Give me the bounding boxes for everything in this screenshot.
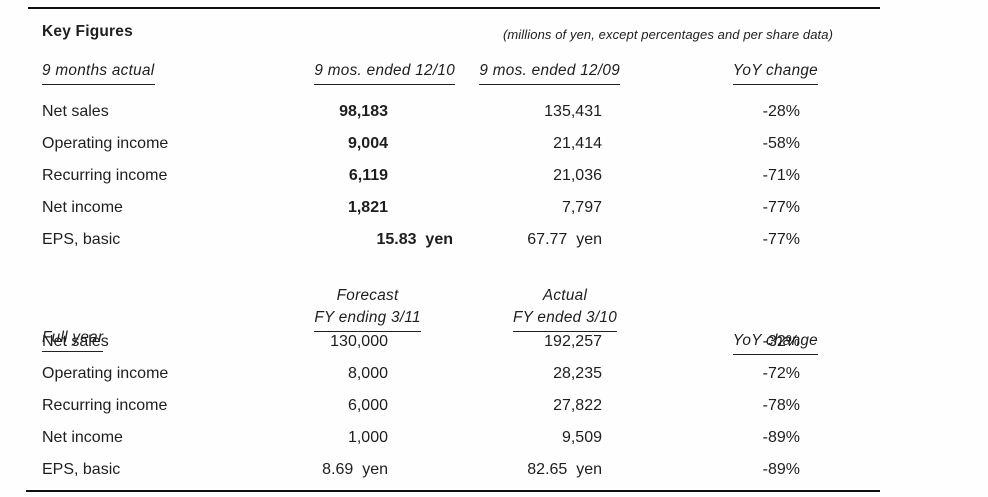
value-col1: 1,000 — [347, 429, 388, 446]
row-label: Recurring income — [42, 167, 168, 184]
section2-rows: Net sales 130,000 192,257 -32% Operating… — [42, 326, 818, 486]
value-yoy: -32% — [762, 333, 800, 350]
col-header-yoy-change-2: YoY change — [620, 328, 818, 355]
value-yoy: -58% — [762, 135, 800, 152]
bottom-rule — [26, 490, 880, 492]
page-title: Key Figures — [42, 23, 133, 40]
units-note: (millions of yen, except percentages and… — [502, 27, 833, 42]
value-col1: 130,000 — [330, 333, 388, 350]
value-col2: 192,257 — [544, 333, 602, 350]
value-yoy: -72% — [762, 365, 800, 382]
value-yoy: -77% — [762, 231, 800, 248]
table-row: EPS, basic 8.69 yen 82.65 yen -89% — [42, 454, 818, 486]
value-col2: 21,036 — [553, 167, 602, 184]
table-row: Operating income 9,004 21,414 -58% — [42, 128, 818, 160]
section2-name: Full year — [42, 328, 287, 352]
row-label: Operating income — [42, 135, 169, 152]
col-header-actual-fy-ended-310: Actual FY ended 3/10 — [455, 266, 620, 352]
value-col1: 1,821 — [347, 199, 388, 216]
row-label: Net sales — [42, 333, 109, 350]
value-yoy: -28% — [762, 103, 800, 120]
value-col2: 28,235 — [553, 365, 602, 382]
table-row: Net sales 130,000 192,257 -32% — [42, 326, 818, 358]
value-yoy: -78% — [762, 397, 800, 414]
value-col1: 8,000 — [347, 365, 388, 382]
value-col1: 8.69 yen — [322, 461, 388, 478]
value-col1: 9,004 — [347, 135, 388, 152]
table-row: Operating income 8,000 28,235 -72% — [42, 358, 818, 390]
table-row: Net sales 98,183 135,431 -28% — [42, 96, 818, 128]
row-label: Net income — [42, 429, 123, 446]
section1-header-row: 9 months actual 9 mos. ended 12/10 9 mos… — [42, 61, 818, 85]
value-col1: 98,183 — [339, 103, 388, 120]
actual-label: Actual — [542, 287, 588, 304]
value-col2: 27,822 — [553, 397, 602, 414]
value-yoy: -71% — [762, 167, 800, 184]
value-yoy: -89% — [762, 461, 800, 478]
section2-header-row: Full year Forecast FY ending 3/11 Actual F… — [42, 266, 818, 355]
value-col2: 67.77 yen — [527, 231, 602, 248]
value-col1: 15.83 yen — [376, 231, 454, 248]
value-col2: 7,797 — [561, 199, 602, 216]
value-col2: 9,509 — [561, 429, 602, 446]
table-row: Recurring income 6,000 27,822 -78% — [42, 390, 818, 422]
col-header-yoy-change-1: YoY change — [620, 61, 818, 85]
row-label: EPS, basic — [42, 461, 121, 478]
value-yoy: -89% — [762, 429, 800, 446]
forecast-label: Forecast — [336, 287, 399, 304]
table-row: Net income 1,821 7,797 -77% — [42, 192, 818, 224]
row-label: EPS, basic — [42, 231, 121, 248]
value-yoy: -77% — [762, 199, 800, 216]
top-rule — [28, 7, 880, 9]
table-row: Recurring income 6,119 21,036 -71% — [42, 160, 818, 192]
col-header-9mo-ended-1210: 9 mos. ended 12/10 — [287, 61, 455, 85]
row-label: Net income — [42, 199, 123, 216]
table-row: Net income 1,000 9,509 -89% — [42, 422, 818, 454]
value-col2: 135,431 — [544, 103, 602, 120]
col-header-9mo-ended-1209: 9 mos. ended 12/09 — [455, 61, 620, 85]
row-label: Net sales — [42, 103, 109, 120]
section1-rows: Net sales 98,183 135,431 -28% Operating … — [42, 96, 818, 256]
section1-name: 9 months actual — [42, 61, 287, 85]
value-col1: 6,000 — [347, 397, 388, 414]
value-col2: 21,414 — [553, 135, 602, 152]
row-label: Recurring income — [42, 397, 168, 414]
col-header-forecast-fy-ending-311: Forecast FY ending 3/11 — [287, 266, 455, 352]
row-label: Operating income — [42, 365, 169, 382]
value-col1: 6,119 — [348, 167, 388, 184]
table-row: EPS, basic 15.83 yen 67.77 yen -77% — [42, 224, 818, 256]
value-col2: 82.65 yen — [527, 461, 602, 478]
